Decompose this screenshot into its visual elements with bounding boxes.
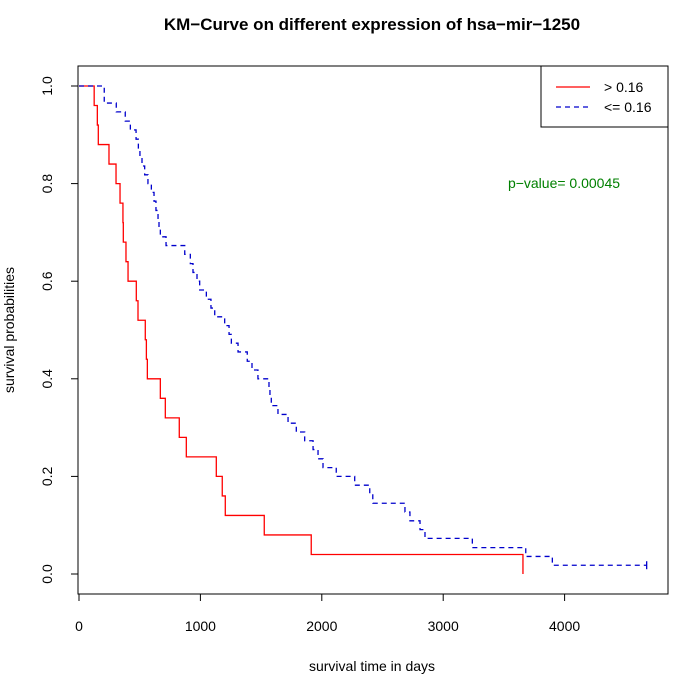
y-tick-label: 0.2 <box>39 466 55 486</box>
x-tick-label: 0 <box>75 618 83 634</box>
y-axis-label: survival probabilities <box>1 267 17 393</box>
km-curve-high <box>79 85 524 574</box>
x-tick-label: 2000 <box>306 618 337 634</box>
legend: > 0.16 <= 0.16 <box>540 65 669 128</box>
plot-frame <box>77 65 669 595</box>
y-tick-label: 0.0 <box>39 564 55 584</box>
km-curve-low <box>79 85 647 566</box>
p-value-annotation: p−value= 0.00045 <box>508 175 620 191</box>
x-tick-label: 4000 <box>549 618 580 634</box>
chart-title: KM−Curve on different expression of hsa−… <box>164 15 580 34</box>
y-tick-label: 0.8 <box>39 174 55 194</box>
x-tick-label: 3000 <box>428 618 459 634</box>
curves <box>79 85 648 574</box>
y-tick-label: 0.4 <box>39 369 55 389</box>
legend-label-high: > 0.16 <box>604 79 644 95</box>
legend-box <box>540 65 669 128</box>
x-tick-label: 1000 <box>185 618 216 634</box>
y-tick-label: 1.0 <box>39 76 55 96</box>
x-axis: 0 1000 2000 3000 4000 <box>75 593 580 634</box>
y-tick-label: 0.6 <box>39 271 55 291</box>
x-axis-label: survival time in days <box>309 658 435 674</box>
y-axis: 0.0 0.2 0.4 0.6 0.8 1.0 <box>39 76 79 584</box>
legend-label-low: <= 0.16 <box>604 99 652 115</box>
